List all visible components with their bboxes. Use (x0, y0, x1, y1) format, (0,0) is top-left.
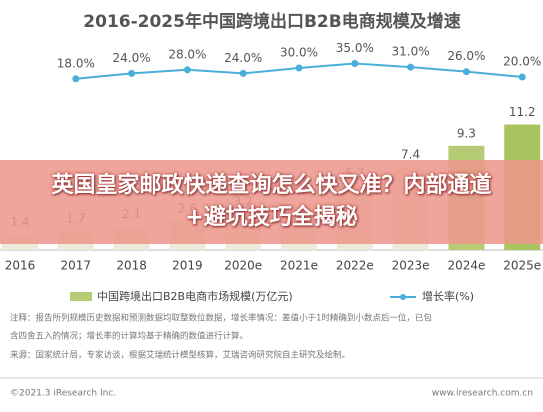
bar-value-label: 9.3 (457, 126, 476, 140)
bar-value-label: 11.2 (509, 105, 536, 119)
growth-point (351, 60, 359, 67)
x-tick-label: 2018 (116, 259, 147, 273)
growth-label: 26.0% (447, 49, 485, 63)
legend-label: 中国跨境出口B2B电商市场规模(万亿元) (97, 289, 293, 303)
growth-label: 20.0% (503, 55, 541, 69)
legend-swatch (70, 292, 92, 301)
x-tick-label: 2020e (224, 259, 262, 273)
x-tick-label: 2023e (392, 259, 430, 273)
growth-point (518, 73, 526, 81)
website: www.iresearch.com.cn (432, 389, 533, 399)
growth-point (183, 66, 191, 74)
growth-label: 24.0% (224, 51, 262, 65)
growth-point (295, 64, 303, 72)
banner[interactable]: 英国皇家邮政快递查询怎么快又准？内部通道+避坑技巧全揭秘 (0, 160, 543, 244)
growth-point (239, 69, 247, 77)
x-tick-label: 2025e (503, 259, 541, 273)
chart-title: 2016-2025年中国跨境出口B2B电商规模及增速 (83, 11, 460, 32)
note: 含四舍五入的情况；增长率的计算均基于精确的数值进行计算。 (10, 331, 248, 342)
legend-label: 增长率(%) (422, 289, 474, 303)
copyright: ©2021.3 iResearch Inc. (10, 389, 116, 399)
note: 注释：报告所列规模历史数据和预测数据均取整数位数据，增长率情况：差值小于1时精确… (10, 313, 432, 324)
growth-label: 18.0% (57, 56, 95, 70)
banner-text[interactable]: 英国皇家邮政快递查询怎么快又准？内部通道+避坑技巧全揭秘 (51, 173, 492, 230)
growth-point (407, 63, 415, 71)
x-tick-label: 2017 (61, 259, 92, 273)
x-tick-label: 2022e (336, 259, 374, 273)
x-tick-label: 2016 (5, 259, 36, 273)
growth-label: 30.0% (280, 46, 318, 60)
growth-point (128, 69, 136, 77)
note: 来源：国家统计局，专家访谈，根据艾瑞统计模型核算，艾瑞咨询研究院自主研究及绘制。 (10, 350, 350, 361)
growth-label: 24.0% (113, 51, 151, 65)
growth-point (72, 75, 80, 83)
growth-label: 35.0% (336, 41, 374, 55)
growth-point (462, 68, 470, 76)
growth-label: 28.0% (168, 47, 206, 61)
growth-label: 31.0% (392, 45, 430, 59)
x-tick-label: 2021e (280, 259, 318, 273)
bar-value-label: 7.4 (401, 148, 420, 162)
legend-dot (400, 294, 406, 300)
x-tick-label: 2019 (172, 259, 203, 273)
x-tick-label: 2024e (447, 259, 485, 273)
